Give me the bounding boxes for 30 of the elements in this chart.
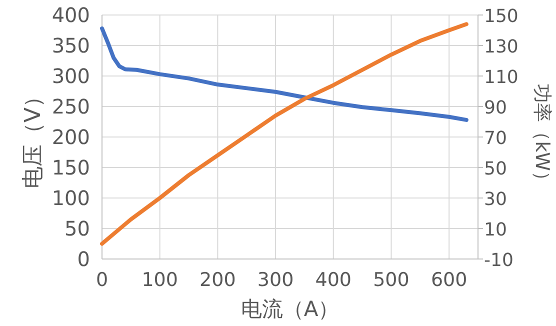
y-tick-label: 100 [52,186,90,210]
y2-tick-label: 50 [484,158,507,180]
y2-tick-label: 150 [484,6,518,27]
y-axis-title: 电压（V） [21,85,46,189]
y-tick-label: 400 [52,3,90,27]
x-tick-label: 400 [315,269,352,291]
x-tick-label: 100 [142,269,178,291]
y-tick-label: 150 [52,156,90,180]
y2-tick-label: 30 [484,189,507,210]
y2-tick-label: 10 [484,220,507,240]
y2-tick-label: 110 [484,67,518,88]
y-tick-label: 50 [64,216,90,240]
y2-axis-title: 功率（kW） [531,84,553,190]
line-series [100,22,468,246]
y2-tick-label: 90 [484,98,507,118]
y-tick-label: 250 [52,94,90,118]
y-tick-label: 300 [52,64,90,88]
y-tick-label: 0 [77,247,90,271]
x-tick-label: 500 [373,269,410,291]
x-tick-label: 200 [200,269,236,291]
y-tick-label: 350 [52,34,90,58]
x-tick-label: 300 [257,269,294,291]
line-series [100,26,468,122]
y2-tick-label: 130 [484,36,518,58]
y-tick-label: 200 [52,125,90,149]
x-tick-label: 600 [430,269,468,291]
y2-tick-label: 70 [484,128,507,149]
x-tick-label: 0 [96,269,108,291]
y2-tick-label: -10 [484,250,514,271]
x-axis-title: 电流（A） [240,297,340,321]
